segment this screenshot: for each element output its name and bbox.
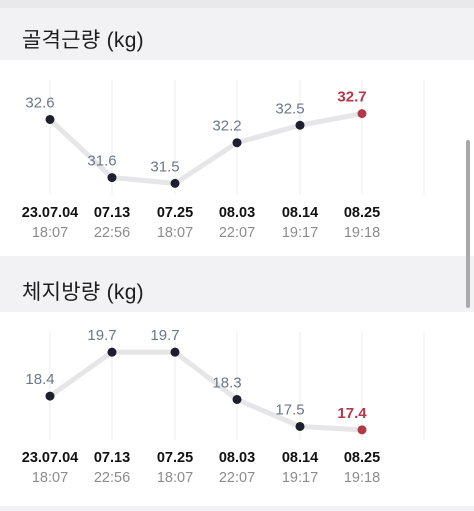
value-label: 19.7 (150, 327, 179, 344)
value-label: 19.7 (87, 327, 116, 344)
data-point (232, 394, 242, 404)
series-line (47, 111, 365, 186)
data-point (107, 347, 117, 357)
bottom-edge (0, 506, 474, 511)
value-label: 32.6 (25, 94, 54, 111)
time-tick-label: 19:17 (282, 225, 318, 241)
scrollbar[interactable] (466, 140, 470, 308)
data-point (45, 114, 55, 124)
data-point (170, 178, 180, 188)
time-tick-label: 22:07 (219, 225, 255, 241)
time-tick-label: 19:17 (282, 470, 318, 486)
value-label: 17.4 (337, 405, 367, 422)
data-point (357, 109, 367, 119)
data-point (170, 347, 180, 357)
date-tick-label: 08.03 (219, 205, 255, 221)
top-strip (0, 0, 474, 8)
time-tick-label: 19:18 (344, 470, 380, 486)
value-label: 18.4 (25, 371, 54, 388)
value-label: 32.7 (337, 89, 366, 106)
data-point (357, 425, 367, 435)
value-label: 17.5 (275, 401, 304, 418)
time-tick-label: 22:56 (94, 225, 130, 241)
time-tick-label: 22:07 (219, 470, 255, 486)
date-tick-label: 23.07.04 (22, 450, 78, 466)
date-tick-label: 23.07.04 (22, 205, 78, 221)
date-tick-label: 08.25 (344, 450, 380, 466)
fat-line-chart: 18.4 23.07.04 18:07 19.7 07.13 22:56 19.7 07.25… (22, 327, 425, 486)
date-tick-label: 08.03 (219, 450, 255, 466)
muscle-line-chart: 32.6 23.07.04 18:07 31.6 07.13 22:56 31.5 07.25… (22, 80, 425, 241)
chart-card-muscle: 32.6 23.07.04 18:07 31.6 07.13 22:56 31.5 07.25… (0, 60, 474, 256)
date-tick-label: 07.25 (157, 450, 193, 466)
value-label: 18.3 (212, 374, 241, 391)
date-tick-label: 08.14 (282, 205, 318, 221)
data-point (45, 391, 55, 401)
date-tick-label: 07.13 (94, 450, 130, 466)
value-label: 31.5 (150, 158, 179, 175)
chart-title-fat: 체지방량 (kg) (22, 281, 144, 304)
time-tick-label: 22:56 (94, 470, 130, 486)
value-label: 31.6 (87, 153, 116, 170)
data-point (107, 173, 117, 183)
date-tick-label: 08.25 (344, 205, 380, 221)
data-point (295, 421, 305, 431)
date-tick-label: 07.13 (94, 205, 130, 221)
data-point (295, 120, 305, 130)
time-tick-label: 18:07 (157, 225, 193, 241)
time-tick-label: 18:07 (157, 470, 193, 486)
chart-card-fat: 18.4 23.07.04 18:07 19.7 07.13 22:56 19.7 07.25… (0, 312, 474, 506)
value-label: 32.5 (275, 100, 304, 117)
date-tick-label: 07.25 (157, 205, 193, 221)
value-label: 32.2 (212, 118, 241, 135)
data-point (232, 138, 242, 148)
chart-title-muscle: 골격근량 (kg) (22, 29, 144, 52)
series-line (47, 349, 365, 433)
time-tick-label: 19:18 (344, 225, 380, 241)
time-tick-label: 18:07 (32, 225, 68, 241)
time-tick-label: 18:07 (32, 470, 68, 486)
date-tick-label: 08.14 (282, 450, 318, 466)
